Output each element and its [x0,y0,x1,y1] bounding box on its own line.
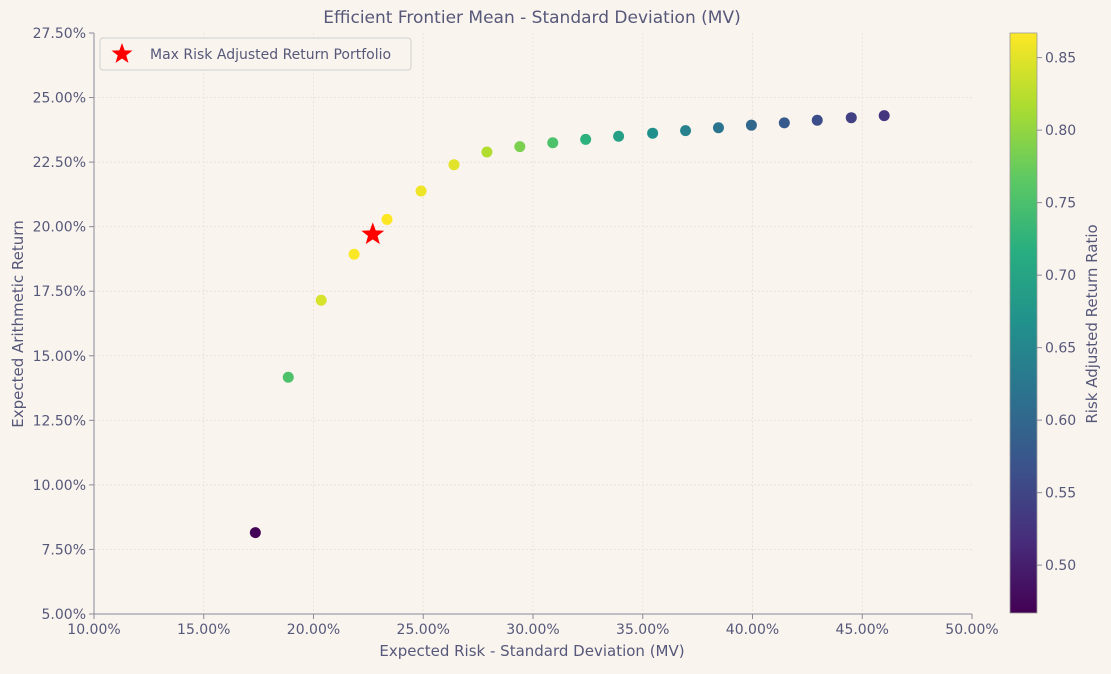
x-tick-label: 20.00% [287,622,340,638]
max-sharpe-star-marker [361,222,385,245]
scatter-point [547,137,559,149]
scatter-point [745,119,757,131]
x-axis-label: Expected Risk - Standard Deviation (MV) [379,642,684,660]
scatter-point [680,125,692,137]
y-tick-label: 15.00% [33,349,86,365]
x-tick-label: 25.00% [397,622,450,638]
colorbar-tick-label: 0.50 [1045,558,1076,574]
scatter-point [811,114,823,126]
scatter-point [580,133,592,145]
y-tick-label: 5.00% [42,607,86,623]
x-tick-label: 45.00% [836,622,889,638]
x-tick-label: 50.00% [945,622,998,638]
colorbar-tick-label: 0.60 [1045,413,1076,429]
x-tick-label: 10.00% [67,622,120,638]
scatter-point [415,185,427,197]
legend-box [99,37,412,71]
chart-title: Efficient Frontier Mean - Standard Devia… [323,8,740,28]
y-tick-label: 25.00% [33,91,86,107]
y-tick-label: 10.00% [33,478,86,494]
colorbar-tick-label: 0.70 [1045,268,1076,284]
scatter-point [249,527,261,539]
x-tick-label: 35.00% [616,622,669,638]
legend-star-icon [111,43,133,63]
scatter-point [613,130,625,142]
colorbar-tick-label: 0.55 [1045,486,1076,502]
y-tick-label: 22.50% [33,155,86,171]
scatter-point [448,159,460,171]
scatter-point [481,146,493,158]
y-tick-label: 7.50% [42,542,86,558]
colorbar-tick-label: 0.75 [1045,196,1076,212]
x-tick-label: 15.00% [177,622,230,638]
y-tick-label: 27.50% [33,26,86,42]
colorbar-label: Risk Adjusted Return Ratio [1083,224,1101,423]
x-tick-label: 30.00% [506,622,559,638]
scatter-point [282,371,294,383]
colorbar-tick-label: 0.80 [1045,123,1076,139]
scatter-point [381,213,393,225]
colorbar-tick-label: 0.65 [1045,341,1076,357]
scatter-point [315,294,327,306]
scatter-point [778,117,790,129]
colorbar: 0.50 0.55 0.60 0.65 0.70 0.75 0.80 0.85 [1009,32,1076,614]
y-tick-label: 20.00% [33,220,86,236]
scatter-point [647,127,659,139]
scatter-point [348,248,360,260]
y-tick-label: 12.50% [33,413,86,429]
legend: Max Risk Adjusted Return Portfolio [99,37,412,71]
scatter-point [514,141,526,153]
colorbar-tick-label: 0.85 [1045,51,1076,67]
scatter-point [845,112,857,124]
y-tick-label: 17.50% [33,284,86,300]
colorbar-gradient [1009,32,1038,614]
y-axis-label: Expected Arithmetic Return [9,220,27,427]
scatter-point [878,110,890,122]
x-tick-label: 40.00% [726,622,779,638]
legend-label: Max Risk Adjusted Return Portfolio [150,47,391,63]
scatter-point [712,122,724,134]
